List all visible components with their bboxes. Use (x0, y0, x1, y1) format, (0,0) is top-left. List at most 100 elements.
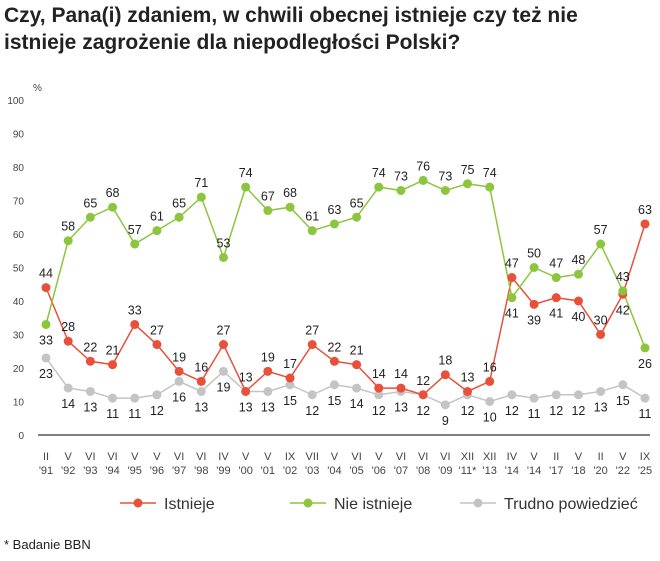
data-label: 13 (594, 400, 608, 414)
data-point (241, 386, 251, 396)
data-point (485, 182, 495, 192)
data-label: 17 (283, 357, 297, 371)
data-label: 11 (128, 407, 141, 421)
data-label: 14 (372, 367, 386, 381)
data-point (85, 212, 95, 222)
data-label: 57 (128, 223, 142, 237)
data-label: 13 (239, 400, 253, 414)
x-tick-label: II (43, 451, 49, 463)
data-label: 22 (83, 340, 97, 354)
data-label: 16 (483, 360, 497, 374)
data-point (218, 366, 228, 376)
y-tick-label: 80 (13, 163, 25, 174)
data-point (130, 239, 140, 249)
x-tick-label: '08 (416, 465, 430, 477)
data-point (285, 202, 295, 212)
data-point (174, 212, 184, 222)
x-tick-label: '97 (172, 465, 186, 477)
data-label: 14 (350, 397, 364, 411)
x-tick-label: '20 (593, 465, 607, 477)
chart-title: Czy, Pana(i) zdaniem, w chwili obecnej i… (4, 4, 578, 54)
x-tick-label: '91 (39, 465, 53, 477)
x-tick-label: '94 (105, 465, 119, 477)
data-label: 75 (461, 163, 475, 177)
data-point (285, 380, 295, 390)
data-point (485, 376, 495, 386)
data-label: 40 (571, 310, 585, 324)
data-label: 9 (442, 414, 449, 428)
x-tick-label: II (553, 451, 559, 463)
x-tick-label: '99 (216, 465, 230, 477)
data-point (374, 383, 384, 393)
x-tick-label: '06 (372, 465, 386, 477)
data-label: 13 (261, 400, 275, 414)
data-point (196, 192, 206, 202)
series-line-0 (45, 223, 646, 396)
data-point (374, 390, 384, 400)
data-label: 67 (261, 190, 275, 204)
data-label: 21 (106, 344, 120, 358)
data-point (41, 319, 51, 329)
data-label: 13 (194, 400, 208, 414)
data-label: 11 (106, 407, 119, 421)
x-tick-label: '93 (83, 465, 97, 477)
y-tick-label: 90 (13, 130, 25, 141)
data-label: 74 (483, 166, 497, 180)
data-label: 65 (172, 196, 186, 210)
data-point (174, 376, 184, 386)
x-tick-label: '95 (128, 465, 142, 477)
data-label: 74 (372, 166, 386, 180)
data-label: 16 (194, 360, 208, 374)
y-tick-label: 0 (18, 431, 24, 442)
data-label: 41 (549, 307, 563, 321)
data-point (374, 182, 384, 192)
x-tick-label: V (153, 451, 161, 463)
data-label: 16 (172, 390, 186, 404)
data-point (41, 283, 51, 293)
data-label: 48 (571, 253, 585, 267)
data-point (596, 239, 606, 249)
x-tick-label: '96 (150, 465, 164, 477)
x-tick-label: '14 (527, 465, 541, 477)
y-tick-label: 30 (13, 331, 25, 342)
data-point (218, 340, 228, 350)
data-label: 10 (483, 411, 497, 425)
x-tick-label: IX (640, 451, 651, 463)
y-tick-label: 50 (13, 264, 25, 275)
series-line-2 (45, 357, 646, 406)
data-point (130, 319, 140, 329)
data-label: 27 (305, 324, 319, 338)
data-point (529, 299, 539, 309)
data-label: 33 (39, 333, 53, 347)
data-point (640, 343, 650, 353)
data-label: 61 (305, 210, 319, 224)
data-point (529, 263, 539, 272)
data-label: 26 (638, 357, 652, 371)
x-tick-label: II (598, 451, 604, 463)
data-label: 13 (394, 400, 408, 414)
data-point (352, 360, 362, 370)
data-point (63, 236, 73, 246)
x-tick-label: VI (107, 451, 117, 463)
x-tick-label: '18 (571, 465, 585, 477)
x-tick-label: IV (218, 451, 229, 463)
x-tick-label: V (65, 451, 73, 463)
data-point (329, 380, 339, 390)
data-label: 41 (505, 307, 519, 321)
data-point (396, 383, 406, 393)
data-point (618, 380, 628, 390)
data-point (418, 390, 428, 400)
footnote: * Badanie BBN (4, 537, 91, 552)
data-label: 22 (327, 340, 341, 354)
data-label: 65 (83, 196, 97, 210)
data-point (551, 293, 561, 303)
data-label: 12 (305, 404, 319, 418)
data-point (108, 393, 118, 403)
data-label: 73 (394, 169, 408, 183)
data-point (174, 366, 184, 376)
data-point (85, 386, 95, 396)
y-tick-label: 20 (13, 364, 25, 375)
data-point (418, 175, 428, 185)
data-label: 27 (150, 324, 164, 338)
